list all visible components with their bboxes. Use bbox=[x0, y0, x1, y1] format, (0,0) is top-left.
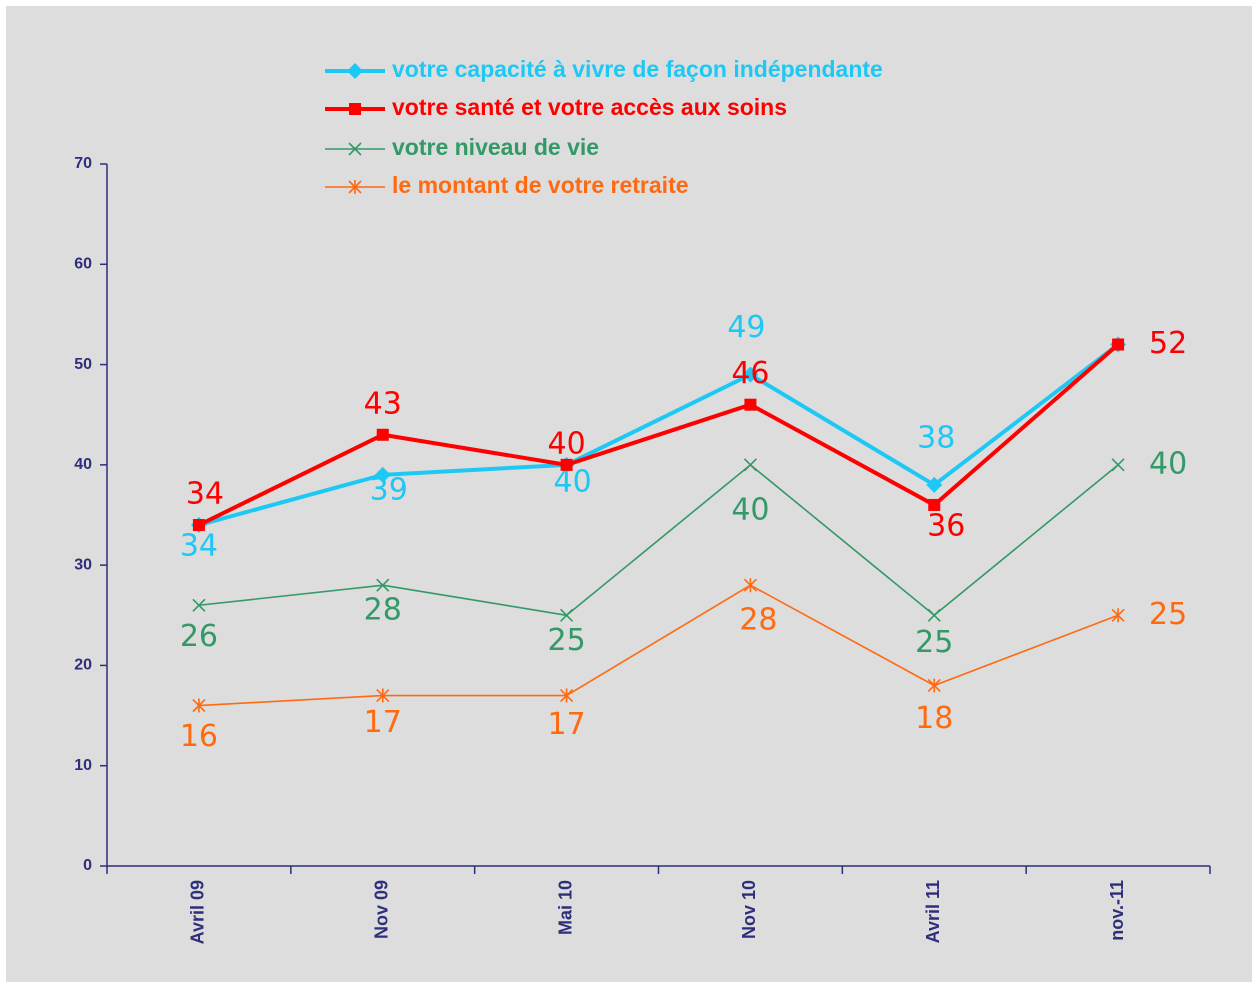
y-tick-label: 70 bbox=[74, 155, 92, 172]
data-label: 40 bbox=[731, 492, 769, 527]
marker bbox=[348, 180, 362, 194]
x-tick-label: Nov 09 bbox=[372, 880, 392, 939]
y-tick-label: 20 bbox=[74, 657, 92, 674]
marker bbox=[744, 398, 757, 411]
markers bbox=[192, 458, 1125, 622]
data-label: 43 bbox=[364, 386, 402, 421]
legend-marker bbox=[347, 63, 363, 79]
markers bbox=[192, 338, 1125, 532]
y-tick-label: 50 bbox=[74, 356, 92, 373]
data-label: 25 bbox=[1149, 597, 1187, 632]
legend-label: votre capacité à vivre de façon indépend… bbox=[392, 56, 883, 82]
x-tick-label: Avril 11 bbox=[923, 880, 943, 943]
legend-marker bbox=[349, 103, 361, 115]
x-tick-label: Mai 10 bbox=[555, 880, 575, 935]
marker bbox=[1112, 338, 1125, 351]
x-tick-label: Avril 09 bbox=[188, 880, 208, 944]
y-tick-label: 60 bbox=[74, 256, 92, 273]
data-label: 25 bbox=[915, 625, 953, 660]
data-label: 40 bbox=[547, 426, 585, 461]
data-label: 17 bbox=[547, 707, 585, 742]
data-label: 38 bbox=[917, 420, 955, 455]
marker bbox=[1111, 608, 1125, 623]
series-line bbox=[198, 584, 1119, 707]
data-label: 25 bbox=[547, 623, 585, 658]
marker bbox=[743, 458, 757, 472]
data-label: 52 bbox=[1149, 326, 1187, 361]
data-label: 36 bbox=[927, 508, 965, 543]
legend-label: votre niveau de vie bbox=[392, 134, 599, 160]
legend-marker bbox=[348, 142, 362, 156]
data-label: 39 bbox=[370, 472, 408, 507]
markers bbox=[192, 578, 1125, 713]
marker bbox=[560, 608, 574, 622]
marker bbox=[743, 578, 757, 593]
series-line bbox=[198, 342, 1120, 527]
x-tick-label: nov.-11 bbox=[1107, 880, 1127, 941]
series-line bbox=[198, 464, 1119, 617]
chart-background bbox=[6, 6, 1252, 982]
y-tick-label: 10 bbox=[74, 757, 92, 774]
marker bbox=[349, 103, 361, 115]
marker bbox=[560, 688, 574, 703]
marker bbox=[376, 578, 390, 592]
marker bbox=[374, 466, 391, 483]
data-label: 18 bbox=[915, 701, 953, 736]
marker bbox=[928, 498, 941, 511]
legend-marker bbox=[348, 180, 362, 194]
data-label: 34 bbox=[180, 529, 218, 564]
x-tick-label: Nov 10 bbox=[739, 880, 759, 939]
marker bbox=[376, 428, 389, 441]
marker bbox=[348, 142, 362, 156]
marker bbox=[192, 698, 206, 713]
legend-label: le montant de votre retraite bbox=[392, 172, 689, 198]
y-tick-label: 40 bbox=[74, 456, 92, 473]
data-label: 28 bbox=[739, 603, 777, 638]
data-label: 49 bbox=[727, 310, 765, 345]
marker bbox=[347, 63, 363, 79]
marker bbox=[927, 608, 941, 622]
data-label: 16 bbox=[180, 719, 218, 754]
data-label: 26 bbox=[180, 619, 218, 654]
y-tick-label: 0 bbox=[83, 857, 92, 874]
marker bbox=[742, 366, 759, 383]
marker bbox=[1111, 458, 1125, 472]
marker bbox=[192, 519, 205, 532]
data-label: 40 bbox=[1149, 446, 1187, 481]
marker bbox=[192, 598, 206, 612]
legend-label: votre santé et votre accès aux soins bbox=[392, 94, 787, 120]
data-label: 28 bbox=[364, 593, 402, 628]
y-tick-label: 30 bbox=[74, 556, 92, 573]
marker bbox=[376, 688, 390, 703]
marker bbox=[926, 476, 943, 493]
data-label: 34 bbox=[186, 477, 224, 512]
marker bbox=[927, 678, 941, 693]
data-label: 46 bbox=[731, 356, 769, 391]
series-line bbox=[198, 343, 1120, 527]
data-label: 52 bbox=[1149, 326, 1187, 361]
marker bbox=[560, 458, 573, 471]
data-label: 17 bbox=[364, 705, 402, 740]
